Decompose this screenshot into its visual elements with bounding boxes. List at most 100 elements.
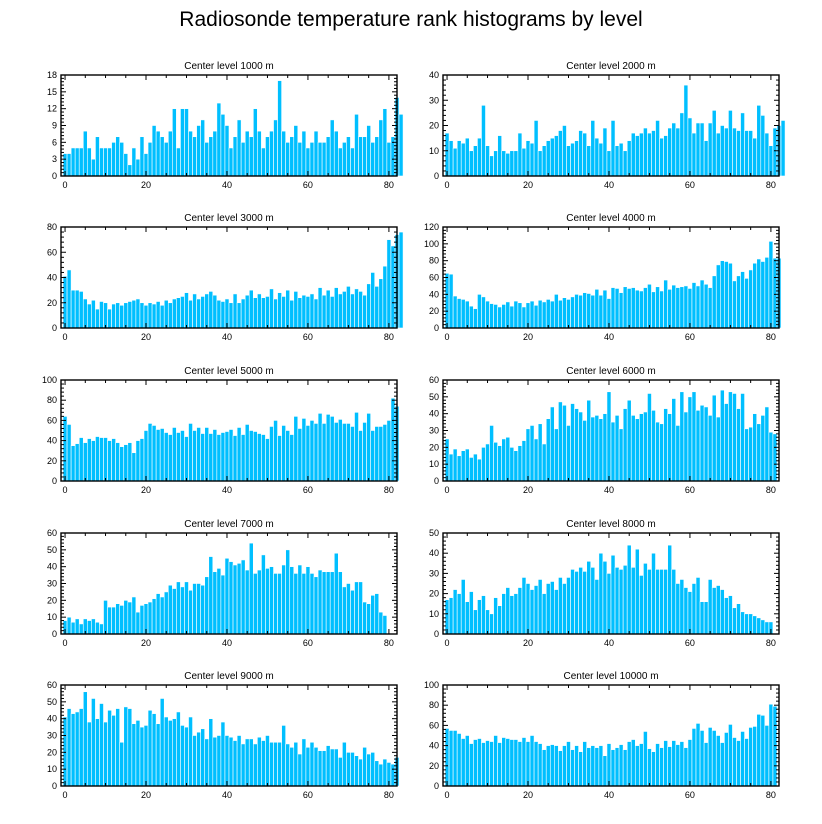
bar (103, 147, 108, 177)
bar (618, 292, 624, 329)
bar (477, 599, 482, 635)
bar (277, 573, 282, 635)
bar (147, 601, 153, 635)
x-tick-label: 20 (523, 638, 533, 648)
y-tick-label: 0 (434, 781, 439, 791)
x-tick-label: 40 (604, 332, 614, 342)
bar (95, 436, 100, 482)
bar (748, 130, 753, 177)
bar (732, 280, 737, 329)
bar (554, 589, 559, 635)
bar (317, 569, 323, 635)
bar (82, 691, 88, 787)
bar (374, 136, 380, 177)
y-tick-label: 10 (429, 609, 439, 619)
bar (618, 569, 624, 635)
bar (707, 415, 713, 482)
bar (448, 140, 454, 177)
bar (529, 425, 535, 482)
bar (301, 294, 307, 329)
x-tick-label: 0 (445, 638, 450, 648)
bar (760, 415, 766, 482)
x-tick-label: 80 (384, 180, 394, 190)
bar (107, 308, 112, 329)
bar (566, 425, 571, 482)
bar (224, 431, 230, 482)
bar (390, 245, 396, 329)
bar (760, 619, 766, 635)
bar (464, 735, 470, 787)
bar (509, 739, 515, 787)
bar (659, 747, 664, 787)
y-tick-label: 50 (47, 545, 57, 555)
bar (257, 293, 262, 329)
bar (452, 448, 458, 482)
bar (626, 544, 632, 635)
bar (115, 442, 120, 482)
y-tick-label: 0 (52, 323, 57, 333)
x-tick-label: 80 (384, 485, 394, 495)
bar (756, 713, 762, 787)
bar (622, 749, 628, 787)
bar (192, 735, 197, 787)
bar (143, 430, 149, 482)
bar (651, 552, 656, 635)
bar (493, 597, 498, 635)
bar (671, 122, 677, 177)
bar (643, 562, 648, 635)
bar (517, 587, 523, 635)
bar (740, 731, 745, 787)
y-tick-label: 0 (434, 629, 439, 639)
bar (493, 735, 498, 787)
bar (309, 420, 315, 482)
bar (99, 623, 104, 635)
bar (687, 117, 693, 177)
bar (139, 438, 145, 482)
bar (744, 130, 749, 177)
bar (699, 279, 705, 329)
bar (208, 136, 214, 177)
bar (333, 130, 339, 177)
x-tick-label: 40 (222, 332, 232, 342)
y-tick-label: 30 (429, 568, 439, 578)
bar (358, 291, 363, 329)
bar (147, 423, 153, 482)
bar (338, 571, 343, 635)
bar (768, 241, 774, 329)
bar (115, 603, 120, 635)
x-tick-label: 60 (685, 332, 695, 342)
chart-panel-1: Center level 1000 m 0 20 40 60 80 0 3 6 9 12 15 18 (47, 61, 404, 190)
chart-panel-7: Center level 7000 m 0 20 40 60 80 0 10 20 30 40 50 6… (47, 519, 398, 648)
bar (208, 291, 214, 329)
bar (748, 426, 753, 482)
bar (257, 130, 262, 177)
bar (354, 113, 359, 177)
bar (663, 408, 668, 482)
bar (643, 287, 648, 329)
bar (768, 703, 774, 787)
bar (236, 302, 242, 329)
bar (107, 147, 112, 177)
y-tick-label: 40 (47, 714, 57, 724)
bar (87, 438, 92, 482)
bar (216, 299, 222, 329)
y-tick-label: 12 (47, 104, 57, 114)
bar (756, 258, 762, 329)
bar (370, 142, 376, 177)
bar (590, 567, 596, 635)
bar (103, 302, 108, 329)
bar (212, 736, 218, 787)
bar (228, 736, 234, 787)
bar (618, 428, 624, 482)
bar (643, 731, 648, 787)
bar (289, 136, 295, 177)
bar (139, 605, 145, 635)
bar (578, 751, 583, 787)
bar (545, 745, 551, 787)
y-tick-label: 0 (52, 629, 57, 639)
bar (659, 569, 664, 635)
bar (501, 737, 507, 787)
bar (780, 120, 786, 177)
bar (200, 728, 206, 787)
y-tick-label: 60 (47, 528, 57, 538)
